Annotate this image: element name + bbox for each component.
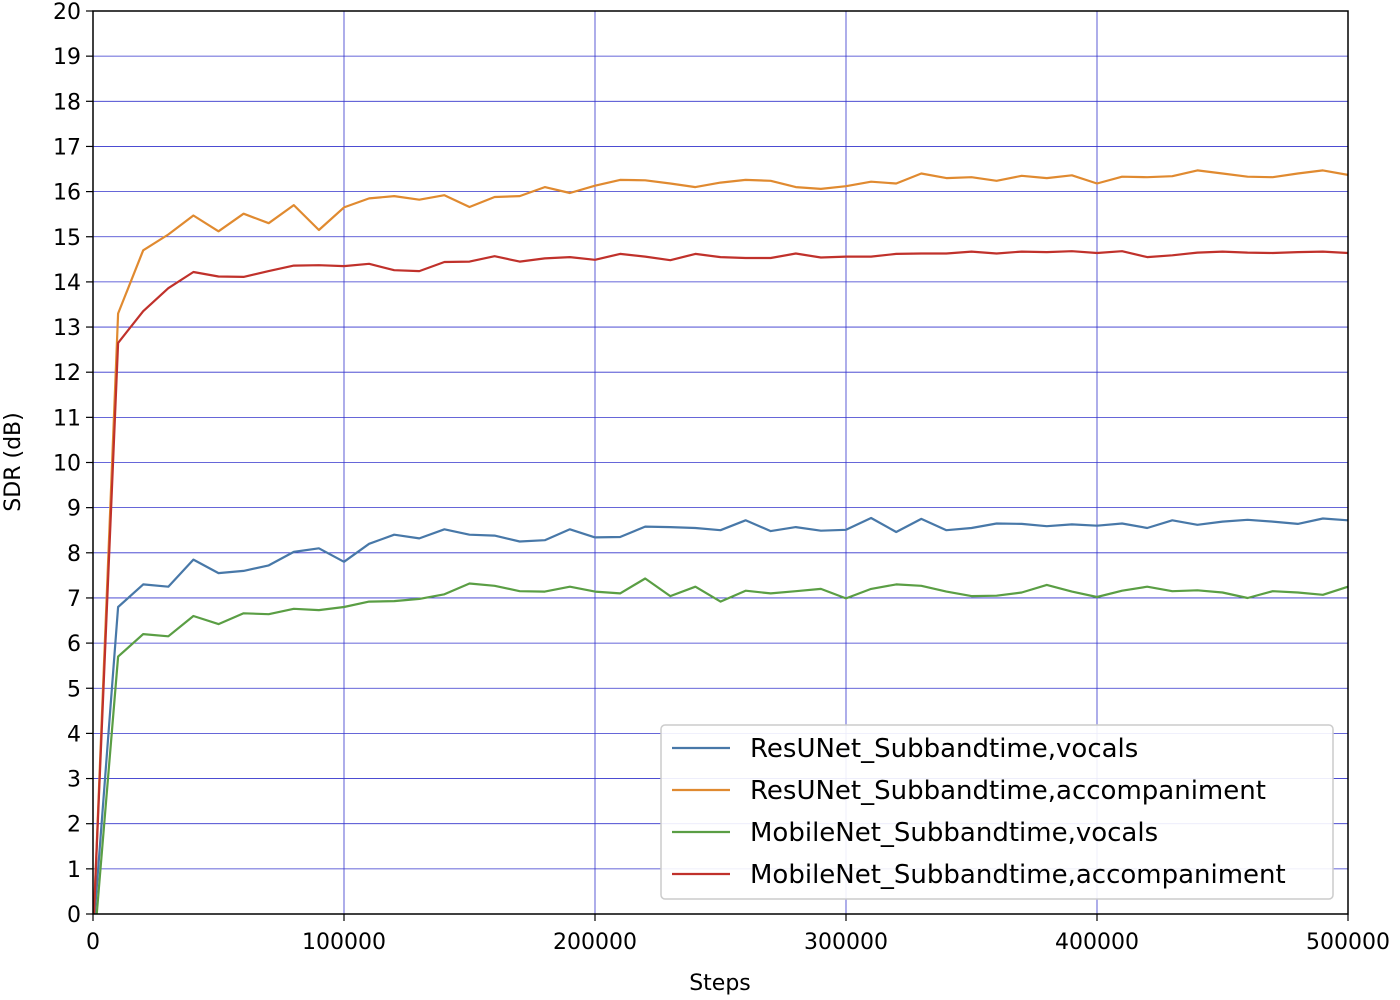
y-tick-label: 20 xyxy=(53,0,81,25)
legend-label-3: MobileNet_Subbandtime,vocals xyxy=(750,818,1158,848)
y-tick-label: 10 xyxy=(53,452,81,477)
y-tick-label: 7 xyxy=(67,587,81,612)
y-tick-label: 2 xyxy=(67,813,81,838)
y-tick-label: 0 xyxy=(67,903,81,928)
series-line-2 xyxy=(93,169,1348,914)
y-tick-label: 17 xyxy=(53,135,81,160)
x-tick-label: 200000 xyxy=(553,930,637,955)
legend-label-2: ResUNet_Subbandtime,accompaniment xyxy=(750,776,1266,806)
legend-label-4: MobileNet_Subbandtime,accompaniment xyxy=(750,860,1286,890)
x-tick-label: 100000 xyxy=(302,930,386,955)
legend-box xyxy=(660,724,1334,900)
legend-label-1: ResUNet_Subbandtime,vocals xyxy=(750,734,1138,764)
grid-lines xyxy=(93,11,1348,914)
x-tick-label: 400000 xyxy=(1055,930,1139,955)
y-tick-label: 8 xyxy=(67,542,81,567)
legend: ResUNet_Subbandtime,vocals ResUNet_Subban… xyxy=(660,724,1334,900)
y-tick-label: 3 xyxy=(67,768,81,793)
y-axis-label: SDR (dB) xyxy=(1,412,26,511)
x-tick-label: 500000 xyxy=(1306,930,1390,955)
y-tick-label: 12 xyxy=(53,361,81,386)
series-line-1 xyxy=(93,516,1348,914)
y-tick-label: 19 xyxy=(53,45,81,70)
series-line-4 xyxy=(93,250,1348,914)
x-axis-label: Steps xyxy=(689,971,751,996)
y-tick-label: 18 xyxy=(53,90,81,115)
y-tick-label: 13 xyxy=(53,316,81,341)
y-tick-label: 5 xyxy=(67,677,81,702)
y-tick-label: 15 xyxy=(53,226,81,251)
y-tick-label: 4 xyxy=(67,722,81,747)
y-tick-label: 16 xyxy=(53,181,81,206)
y-tick-label: 11 xyxy=(53,406,81,431)
series-lines xyxy=(93,169,1348,914)
y-tick-label: 14 xyxy=(53,271,81,296)
series-line-3 xyxy=(95,577,1348,914)
y-tick-label: 6 xyxy=(67,632,81,657)
x-tick-label: 0 xyxy=(86,930,100,955)
x-tick-label: 300000 xyxy=(804,930,888,955)
y-tick-label: 9 xyxy=(67,497,81,522)
y-tick-label: 1 xyxy=(67,858,81,883)
